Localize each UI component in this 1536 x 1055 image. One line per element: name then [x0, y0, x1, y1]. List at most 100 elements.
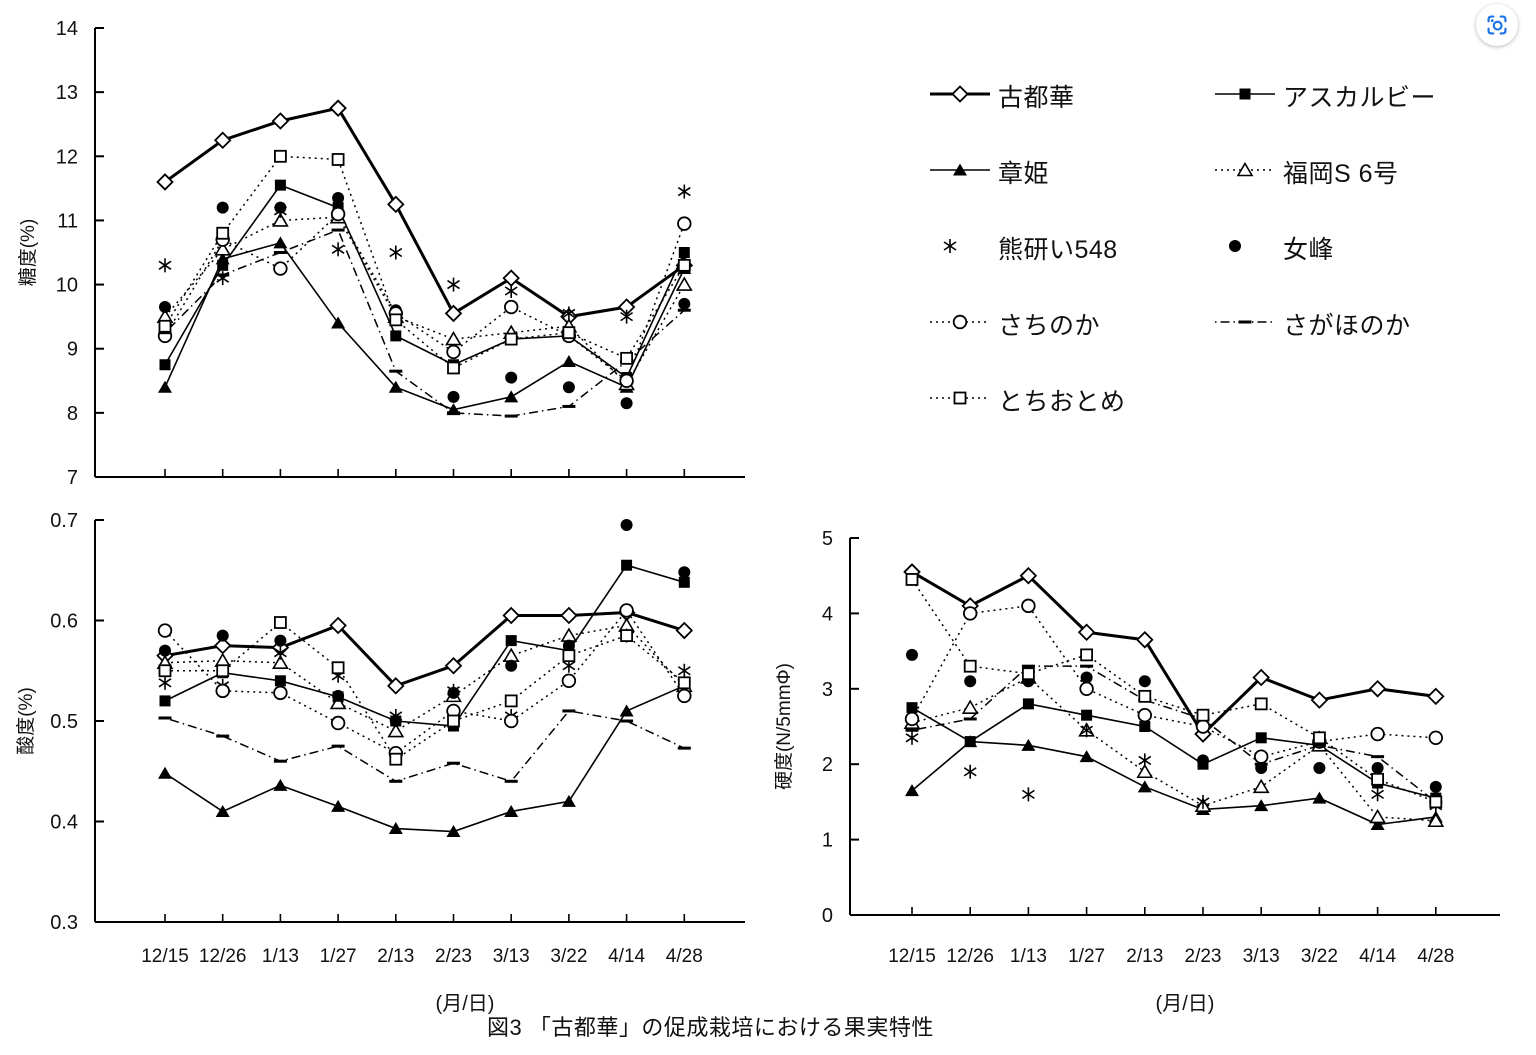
- svg-text:1/27: 1/27: [320, 946, 357, 967]
- legend-label: さちのか: [998, 312, 1101, 340]
- series-markers-akihime: [158, 236, 692, 416]
- legend-item-asukarubi: アスカルビー: [1213, 78, 1498, 114]
- series-markers-fukuoka: [156, 209, 693, 391]
- svg-text:0.4: 0.4: [50, 812, 78, 834]
- series-markers-fukuoka: [903, 669, 1445, 828]
- svg-text:硬度(N/5mmΦ): 硬度(N/5mmΦ): [773, 663, 795, 790]
- svg-text:12: 12: [56, 146, 78, 168]
- svg-text:1/27: 1/27: [1068, 946, 1105, 967]
- filled-square-line-icon: [1213, 79, 1277, 114]
- series-line-akihime: [911, 740, 1436, 826]
- svg-text:2/13: 2/13: [1126, 946, 1163, 967]
- series-markers-akihime: [158, 679, 692, 838]
- series-markers-tochiotome: [905, 573, 1443, 809]
- svg-text:13: 13: [56, 82, 78, 104]
- svg-text:2/13: 2/13: [377, 946, 414, 967]
- svg-text:1: 1: [822, 830, 833, 852]
- legend-item-sagahonoka: さがほのか: [1213, 306, 1498, 342]
- svg-text:4/28: 4/28: [666, 946, 703, 967]
- svg-text:2/23: 2/23: [1185, 946, 1222, 967]
- svg-text:4: 4: [822, 603, 833, 625]
- svg-text:10: 10: [56, 275, 78, 297]
- svg-text:0: 0: [822, 905, 833, 927]
- svg-text:3/13: 3/13: [493, 946, 530, 967]
- svg-text:2/23: 2/23: [435, 946, 472, 967]
- svg-text:1/13: 1/13: [262, 946, 299, 967]
- legend-item-nyoho: 女峰: [1213, 230, 1498, 266]
- legend-item-tochiotome: とちおとめ: [928, 382, 1213, 418]
- series-line-asukarubi: [164, 564, 685, 727]
- series-line-fukuoka: [164, 216, 685, 386]
- svg-text:12/15: 12/15: [888, 946, 936, 967]
- hardness-chart: 5 4 3 2 1 0 12/15 12/26 1/13 1/27 2/13 2/23 3/13 3/22…: [773, 528, 1500, 1015]
- svg-text:3: 3: [822, 679, 833, 701]
- svg-text:12/26: 12/26: [199, 946, 247, 967]
- screenshot-lens-button[interactable]: [1476, 4, 1518, 46]
- series-line-kotoka: [911, 570, 1436, 737]
- svg-text:(月/日): (月/日): [1156, 993, 1215, 1015]
- svg-text:5: 5: [822, 528, 833, 550]
- series-line-sagahonoka: [164, 710, 685, 783]
- svg-text:11: 11: [57, 210, 78, 232]
- series-markers-kotoka: [903, 563, 1445, 743]
- legend-item-sachinoka: さちのか: [928, 306, 1213, 342]
- series-markers-asukarubi: [906, 698, 1442, 804]
- svg-text:0.3: 0.3: [50, 912, 78, 934]
- legend-item-fukuoka: 福岡S 6号: [1213, 154, 1498, 190]
- legend-item-kumaken: 熊研い548: [928, 230, 1213, 266]
- series-markers-sagahonoka: [158, 709, 691, 783]
- svg-text:1/13: 1/13: [1010, 946, 1047, 967]
- series-line-fukuoka: [164, 624, 685, 732]
- series-markers-sachinoka: [157, 206, 692, 388]
- acid-chart: 0.7 0.6 0.5 0.4 0.3 12/15 12/26 1/13 1/27 2/13 2/2…: [15, 510, 745, 1015]
- svg-text:12/26: 12/26: [946, 946, 994, 967]
- svg-text:9: 9: [67, 339, 78, 361]
- svg-text:3/22: 3/22: [550, 946, 587, 967]
- series-line-asukarubi: [911, 703, 1437, 799]
- filled-triangle-line-icon: [928, 155, 992, 190]
- legend-label: 章姫: [998, 160, 1050, 188]
- series-line-akihime: [164, 685, 685, 833]
- series-markers-kotoka: [156, 603, 694, 695]
- series-line-tochiotome: [165, 621, 685, 761]
- legend-item-akihime: 章姫: [928, 154, 1213, 190]
- legend-label: 熊研い548: [998, 236, 1118, 264]
- svg-text:4/14: 4/14: [608, 946, 645, 967]
- legend-label: とちおとめ: [998, 388, 1126, 416]
- legend-label: さがほのか: [1283, 312, 1411, 340]
- svg-text:(月/日): (月/日): [436, 993, 495, 1015]
- svg-text:糖度(%): 糖度(%): [17, 219, 39, 287]
- series-line-tochiotome: [164, 155, 685, 369]
- svg-text:0.6: 0.6: [50, 611, 78, 633]
- series-markers-nyoho: [906, 648, 1442, 793]
- svg-text:3/13: 3/13: [1243, 946, 1280, 967]
- series-line-fukuoka: [911, 676, 1436, 822]
- svg-text:4/28: 4/28: [1417, 946, 1454, 967]
- legend-label: 古都華: [998, 84, 1075, 112]
- series-line-sagahonoka: [911, 665, 1437, 803]
- legend-label: アスカルビー: [1283, 84, 1437, 112]
- series-line-kotoka: [164, 610, 685, 688]
- legend-label: 女峰: [1283, 236, 1335, 264]
- series-markers-sachinoka: [904, 598, 1444, 764]
- open-triangle-dotted-line-icon: [1213, 155, 1277, 190]
- series-markers-tochiotome: [158, 616, 691, 766]
- series-line-sachinoka: [164, 609, 685, 755]
- series-markers-asukarubi: [159, 179, 690, 384]
- svg-text:12/15: 12/15: [141, 946, 189, 967]
- series-line-kotoka: [164, 106, 686, 319]
- svg-text:0.5: 0.5: [50, 711, 78, 733]
- series-line-sachinoka: [911, 605, 1436, 758]
- svg-text:0.7: 0.7: [50, 510, 78, 532]
- series-line-sagahonoka: [164, 229, 685, 417]
- asterisk-marker-icon: [928, 231, 992, 266]
- svg-text:14: 14: [56, 18, 78, 40]
- svg-text:8: 8: [67, 403, 78, 425]
- chart-legend: 古都華 アスカルビー 章姫 福岡S 6号 熊研い548 女峰 さちのか さがほ: [928, 58, 1508, 438]
- svg-text:7: 7: [67, 467, 78, 489]
- open-square-dotted-line-icon: [928, 383, 992, 418]
- svg-text:3/22: 3/22: [1301, 946, 1338, 967]
- open-diamond-line-icon: [928, 79, 992, 114]
